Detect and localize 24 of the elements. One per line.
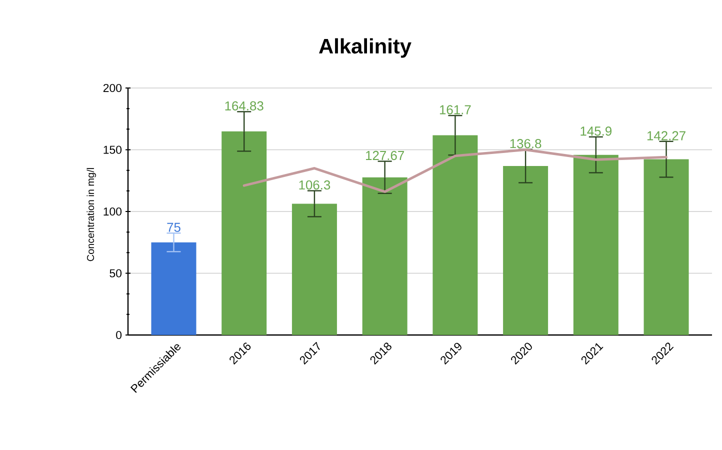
data-label: 106.3 [299,180,330,190]
bar [432,135,478,335]
bar [644,159,689,335]
y-tick-label: 0 [116,330,122,340]
bar [573,154,618,335]
y-tick-label: 50 [110,269,122,278]
y-tick-label: 150 [104,146,122,154]
chart-title: Alkalinity [319,38,412,58]
data-label: 161.7 [440,105,471,114]
data-label: 75 [167,222,180,232]
data-label: 164.83 [225,101,264,110]
bar [362,177,408,335]
data-label: 145.9 [580,126,612,136]
bar [222,131,267,335]
bar [503,166,548,335]
bar [292,204,337,335]
data-label: 142.27 [647,131,686,140]
data-label: 136.8 [510,139,542,148]
data-label: 127.67 [366,150,404,160]
line-series [242,148,668,193]
y-tick-label: 100 [104,207,122,216]
y-tick-label: 200 [103,84,122,92]
y-axis-title: Concentration in mg/l [86,168,96,262]
bar [151,242,196,335]
